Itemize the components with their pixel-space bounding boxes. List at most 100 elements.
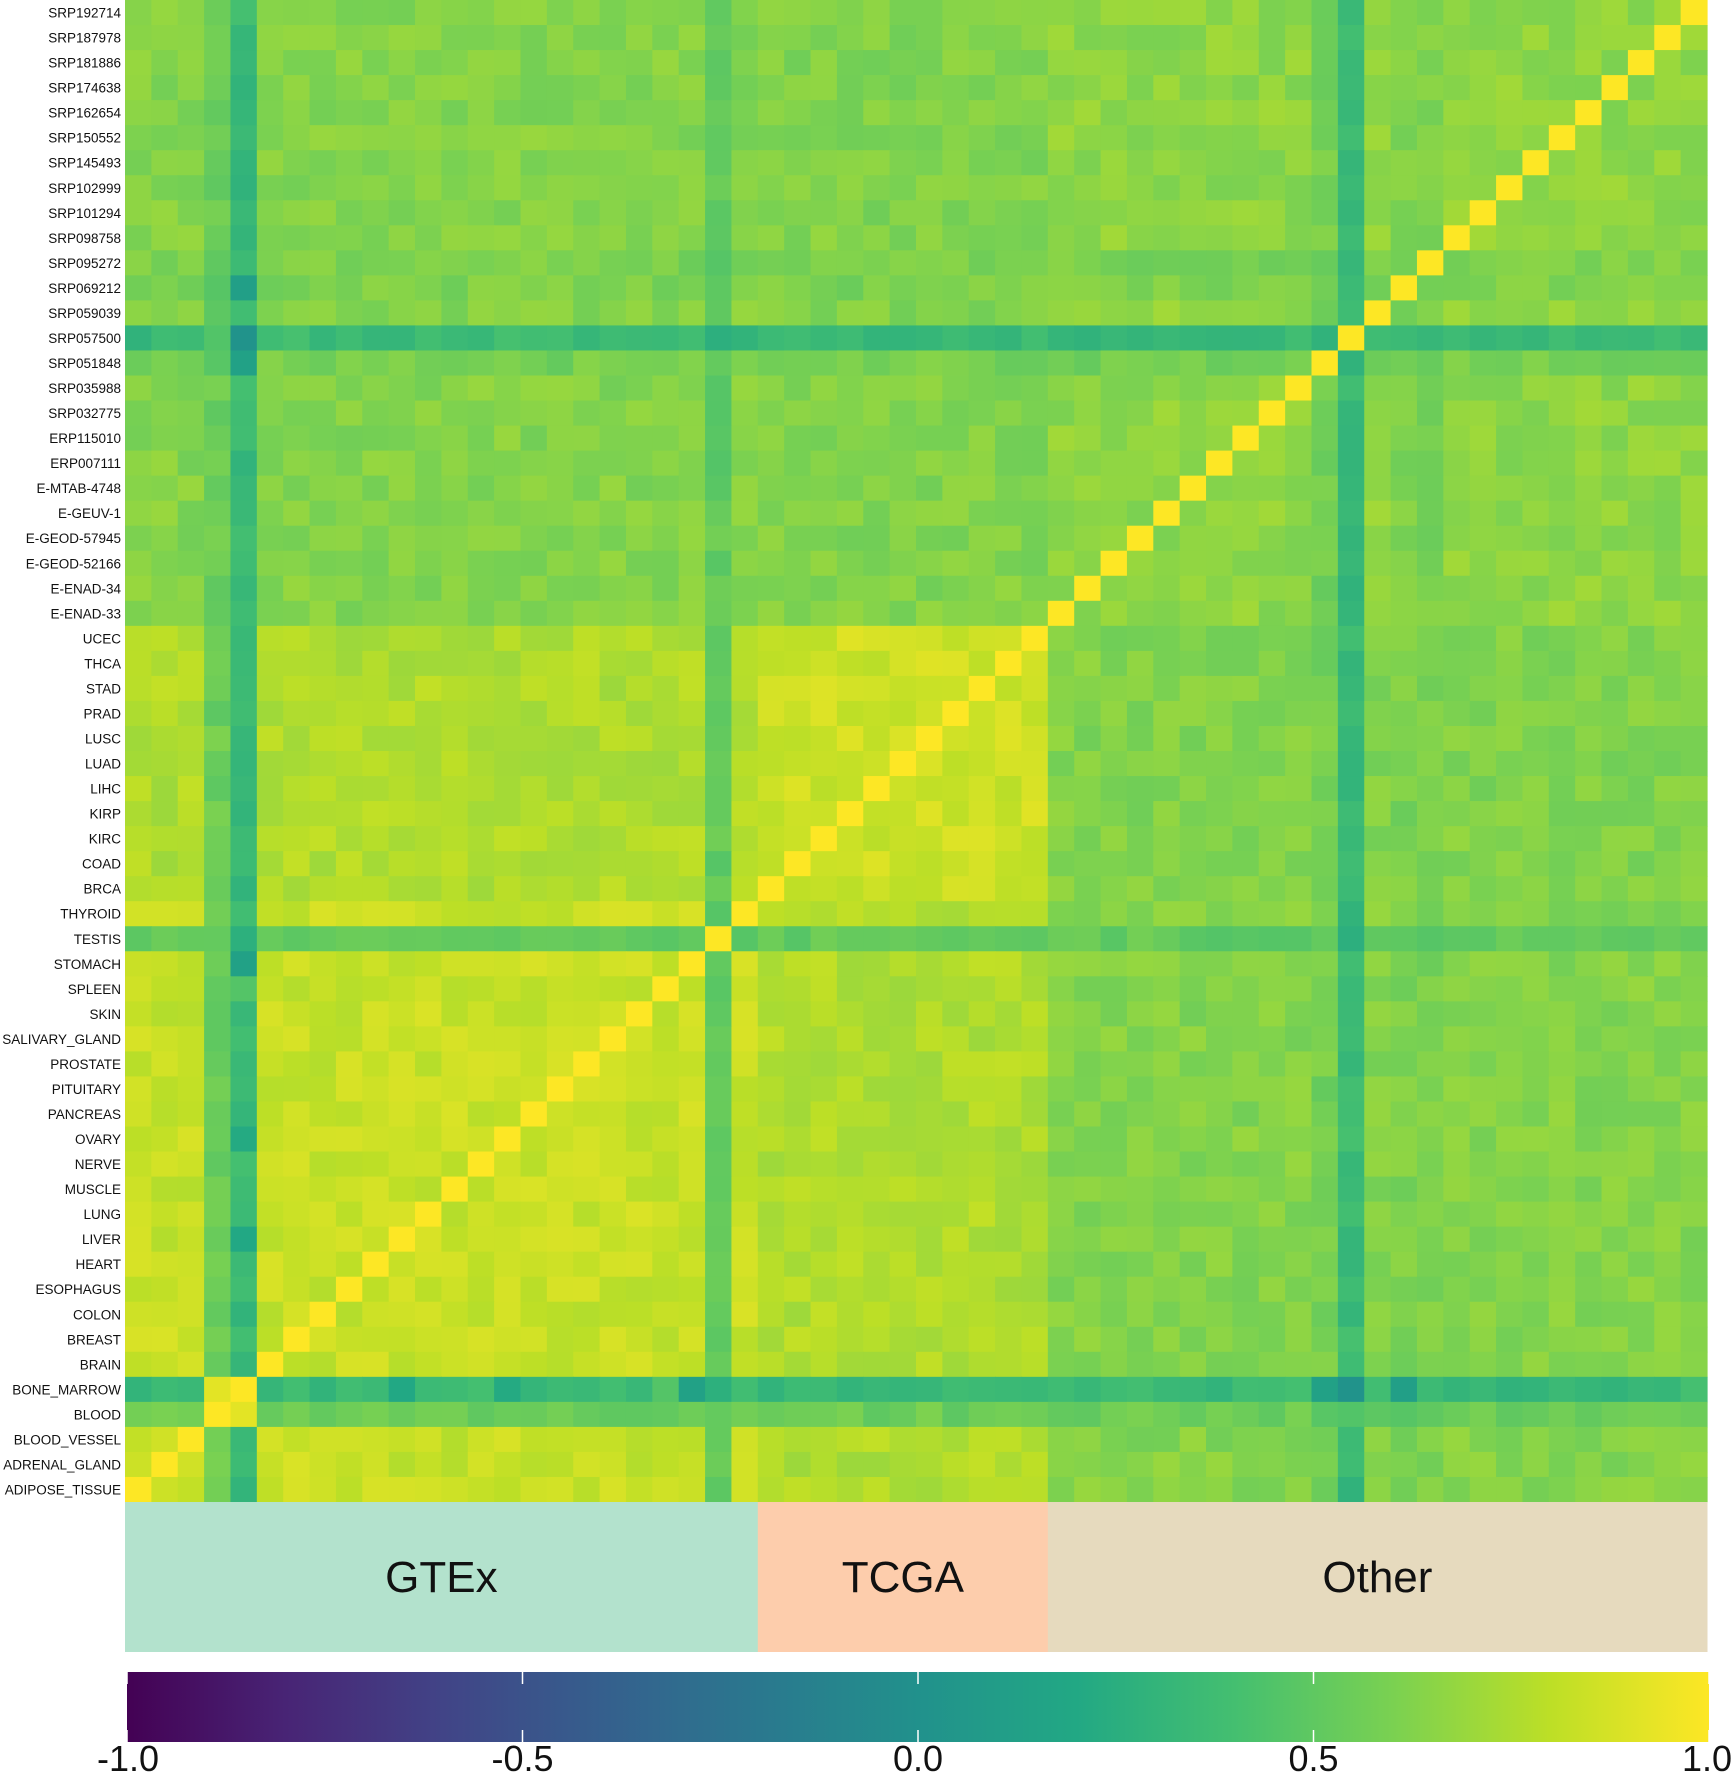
heatmap-cell	[1285, 1351, 1313, 1378]
heatmap-cell	[1153, 725, 1181, 752]
heatmap-cell	[1074, 901, 1102, 927]
heatmap-cell	[1153, 250, 1181, 276]
heatmap-cell	[1601, 1476, 1629, 1503]
heatmap-cell	[573, 1201, 601, 1228]
heatmap-cell	[494, 75, 522, 101]
heatmap-cell	[599, 725, 627, 752]
heatmap-cell	[1496, 625, 1524, 652]
heatmap-cell	[1416, 500, 1444, 527]
heatmap-cell	[731, 150, 759, 176]
heatmap-cell	[151, 400, 179, 427]
heatmap-cell	[836, 275, 864, 301]
heatmap-cell	[863, 100, 891, 126]
heatmap-cell	[1021, 1426, 1049, 1453]
heatmap-cell	[1311, 801, 1339, 827]
heatmap-cell	[889, 75, 917, 101]
heatmap-cell	[1548, 801, 1576, 827]
heatmap-cell	[1654, 0, 1682, 26]
heatmap-cell	[1654, 200, 1682, 226]
heatmap-cell	[309, 600, 337, 627]
heatmap-cell	[1232, 700, 1260, 727]
heatmap-cell	[546, 525, 574, 552]
heatmap-cell	[863, 1351, 891, 1378]
heatmap-cell	[1680, 1326, 1708, 1353]
heatmap-cell	[494, 700, 522, 727]
heatmap-cell	[1575, 300, 1603, 327]
heatmap-cell	[678, 1276, 706, 1303]
heatmap-cell	[204, 525, 232, 552]
heatmap-cell	[283, 100, 311, 126]
heatmap-cell	[1179, 400, 1207, 427]
heatmap-cell	[1469, 525, 1497, 552]
heatmap-cell	[125, 1226, 152, 1253]
row-label: NERVE	[75, 1157, 121, 1172]
heatmap-cell	[1522, 500, 1550, 527]
heatmap-cell	[1522, 1201, 1550, 1228]
heatmap-cell	[1654, 75, 1682, 101]
heatmap-cell	[388, 926, 416, 952]
heatmap-cell	[1285, 700, 1313, 727]
heatmap-cell	[256, 1476, 284, 1503]
heatmap-cell	[1469, 150, 1497, 176]
heatmap-cell	[125, 1376, 152, 1403]
heatmap-cell	[863, 550, 891, 577]
heatmap-cell	[151, 100, 179, 126]
heatmap-cell	[1443, 1401, 1471, 1428]
heatmap-cell	[1021, 1401, 1049, 1428]
heatmap-cell	[1153, 75, 1181, 101]
heatmap-cell	[1548, 1151, 1576, 1178]
row-label: SRP187978	[48, 31, 121, 46]
heatmap-cell	[125, 1051, 152, 1078]
heatmap-cell	[1654, 100, 1682, 126]
heatmap-cell	[1469, 1101, 1497, 1128]
heatmap-cell	[1548, 1026, 1576, 1052]
heatmap-cell	[1311, 450, 1339, 477]
heatmap-cell	[256, 1326, 284, 1353]
heatmap-cell	[204, 725, 232, 752]
heatmap-cell	[494, 150, 522, 176]
heatmap-cell	[177, 300, 205, 327]
heatmap-cell	[415, 1301, 442, 1328]
heatmap-cell	[1522, 0, 1550, 26]
heatmap-cell	[1680, 575, 1708, 602]
heatmap-cell	[1469, 675, 1497, 702]
heatmap-cell	[968, 625, 996, 652]
heatmap-cell	[1522, 200, 1550, 226]
heatmap-cell	[1126, 225, 1154, 251]
heatmap-cell	[151, 1101, 179, 1128]
heatmap-cell	[1337, 1126, 1365, 1153]
heatmap-cell	[889, 400, 917, 427]
heatmap-cell	[678, 1476, 706, 1503]
heatmap-cell	[1443, 1151, 1471, 1178]
heatmap-cell	[889, 1376, 917, 1403]
heatmap-cell	[309, 1276, 337, 1303]
heatmap-cell	[283, 826, 311, 852]
heatmap-cell	[731, 425, 759, 452]
heatmap-cell	[494, 125, 522, 151]
heatmap-cell	[916, 1226, 943, 1253]
heatmap-cell	[1232, 125, 1260, 151]
heatmap-cell	[1311, 350, 1339, 377]
heatmap-cell	[863, 1251, 891, 1278]
heatmap-cell	[415, 250, 442, 276]
heatmap-cell	[309, 1051, 337, 1078]
heatmap-cell	[256, 1026, 284, 1052]
heatmap-cell	[256, 675, 284, 702]
heatmap-cell	[995, 1151, 1023, 1178]
heatmap-cell	[1522, 1176, 1550, 1203]
heatmap-cell	[1627, 175, 1655, 201]
heatmap-cell	[1258, 1476, 1286, 1503]
heatmap-cell	[1548, 751, 1576, 777]
heatmap-cell	[1522, 1051, 1550, 1078]
heatmap-cell	[546, 50, 574, 76]
heatmap-cell	[125, 375, 152, 402]
heatmap-cell	[705, 951, 733, 977]
heatmap-cell	[757, 1376, 785, 1403]
heatmap-cell	[784, 375, 812, 402]
heatmap-cell	[705, 751, 733, 777]
heatmap-cell	[625, 951, 653, 977]
heatmap-cell	[995, 300, 1023, 327]
heatmap-cell	[995, 1251, 1023, 1278]
heatmap-cell	[1074, 575, 1102, 602]
heatmap-cell	[1311, 225, 1339, 251]
